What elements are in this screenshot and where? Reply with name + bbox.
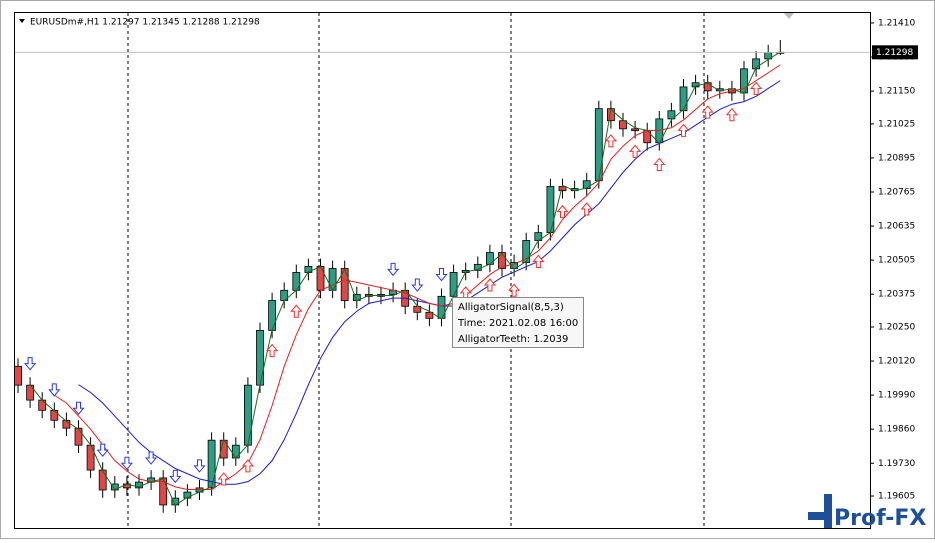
candle-body [631,128,639,132]
candle-body [14,365,22,386]
buy-arrow [532,254,545,268]
menu-arrow[interactable] [19,19,25,23]
logo-mark [808,512,832,520]
candle-body [98,469,107,491]
sell-arrow [96,443,109,457]
y-tick-label: 1.19860 [878,425,915,435]
candle-body [207,439,216,489]
buy-arrow [701,105,714,119]
candle-body [62,419,71,429]
indicator-line [29,51,781,506]
y-tick-label: 1.19730 [878,459,915,469]
price-label: 1.21298 [876,48,913,58]
y-tick-label: 1.20635 [878,222,915,232]
candle-body [703,82,712,92]
candle-body [607,108,615,122]
candle-body [752,58,760,70]
y-tick-label: 1.20895 [878,153,915,163]
candle-body [619,120,627,130]
candle-body [546,186,555,234]
candle-body [243,384,252,446]
price-label-box [872,45,918,60]
y-tick-label: 1.19990 [878,391,915,401]
buy-arrow [629,144,642,158]
buy-arrow [266,343,279,358]
tooltip: AlligatorSignal(8,5,3) Time: 2021.02.08 … [452,297,584,348]
candle-body [667,110,676,120]
candle-body [316,266,325,291]
chart-title: EURUSDm#,H1 1.21297 1.21345 1.21288 1.21… [30,18,260,28]
tooltip-line: Time: 2021.02.08 16:00 [457,318,578,329]
buy-arrow [241,459,254,473]
candle-body [38,399,47,411]
candle-body [50,409,59,421]
candle-body [425,311,434,319]
y-tick-label: 1.21025 [878,119,915,129]
shift-marker [784,13,794,19]
sell-arrow [145,451,158,465]
candle-body [498,252,506,269]
candle-body [86,444,95,471]
y-tick-label: 1.20250 [878,322,915,332]
candle-body [679,86,688,112]
sell-arrow [24,357,37,371]
indicator-line [54,64,781,490]
buy-arrow [290,304,303,318]
logo-mark [824,494,832,528]
logo-text: Prof-FX [834,506,926,531]
sell-arrow [72,401,85,416]
sell-arrow [411,278,424,292]
y-tick-label: 1.21150 [878,87,915,97]
sell-arrow [387,262,400,277]
tooltip-line: AlligatorTeeth: 1.2039 [458,334,568,345]
candle-body [594,108,603,182]
sell-arrow [193,459,206,473]
buy-arrow [653,157,666,171]
y-tick-label: 1.19605 [878,492,915,502]
y-tick-label: 1.21410 [878,18,915,28]
buy-arrow [677,123,690,137]
candle-body [183,491,192,499]
y-tick-label: 1.20765 [878,188,915,198]
candle-body [292,272,301,291]
y-tick-label: 1.20120 [878,357,915,367]
buy-arrow [750,81,763,95]
candle-body [449,272,458,297]
candle-body [268,300,277,331]
tooltip-box [452,297,584,348]
candle-body [74,427,83,446]
candle-body [522,240,531,263]
buy-arrow [725,107,738,122]
sell-arrow [435,268,448,282]
buy-arrow [580,202,593,216]
y-tick-label: 1.20375 [878,290,915,300]
buy-arrow [556,204,569,219]
sell-arrow [120,456,133,471]
tooltip-line: AlligatorSignal(8,5,3) [458,302,564,313]
buy-arrow [604,134,617,148]
buy-arrow [483,278,496,292]
logo: Prof-FX [808,494,926,531]
y-tick-label: 1.20505 [878,256,915,266]
candle-body [582,180,591,189]
sell-arrow [48,383,61,397]
candle-body [256,329,264,386]
buy-arrow [217,472,230,486]
candle-body [159,477,168,506]
sell-arrow [169,469,182,484]
buy-arrow [508,283,521,297]
